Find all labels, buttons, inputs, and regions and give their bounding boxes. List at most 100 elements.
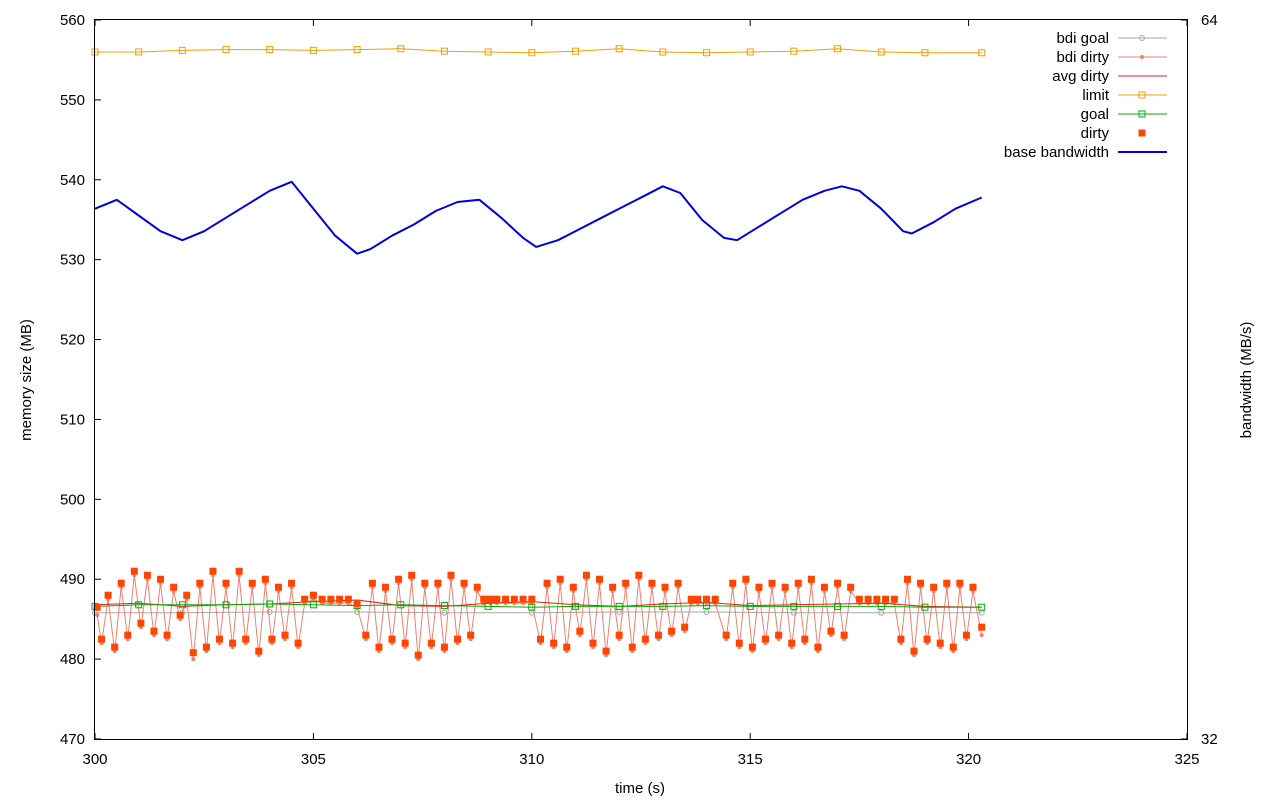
data-point-limit	[877, 48, 885, 56]
y2-axis-label: bandwidth (MB/s)	[1238, 322, 1255, 439]
legend-marker-goal	[1138, 110, 1146, 118]
data-point-goal	[528, 603, 536, 611]
data-point-dirty	[268, 635, 276, 643]
data-point-goal	[484, 602, 492, 610]
data-point-goal	[978, 603, 986, 611]
data-point-goal	[615, 602, 623, 610]
data-point-dirty	[641, 635, 649, 643]
data-point-dirty	[654, 631, 662, 639]
y-tick-label: 520	[60, 332, 85, 349]
data-point-limit	[222, 46, 230, 54]
y-tick-label: 470	[60, 731, 85, 748]
x-tick-label: 315	[738, 751, 763, 768]
series-base-bandwidth	[94, 180, 983, 255]
data-point-bdi-goal	[441, 609, 448, 616]
legend-label-goal: goal	[1081, 106, 1109, 123]
data-point-dirty	[930, 583, 938, 591]
data-point-dirty	[748, 643, 756, 651]
data-point-dirty	[807, 575, 815, 583]
y2-tick-label: 64	[1201, 12, 1218, 29]
x-tick-label: 305	[301, 751, 326, 768]
series-layer	[91, 45, 986, 662]
data-point-dirty	[949, 643, 957, 651]
data-point-dirty	[480, 595, 488, 603]
data-point-dirty	[309, 591, 317, 599]
legend-label-bdi-dirty: bdi dirty	[1056, 49, 1109, 66]
data-point-dirty	[124, 631, 132, 639]
data-point-dirty	[235, 567, 243, 575]
x-tick-label: 325	[1174, 751, 1199, 768]
legend-label-avg-dirty: avg dirty	[1052, 68, 1109, 85]
data-point-dirty	[735, 639, 743, 647]
data-point-dirty	[622, 579, 630, 587]
data-point-dirty	[694, 595, 702, 603]
data-point-dirty	[318, 595, 326, 603]
data-point-bdi-dirty	[979, 633, 984, 638]
data-point-dirty	[288, 579, 296, 587]
legend-label-limit: limit	[1082, 87, 1109, 104]
data-point-dirty	[711, 595, 719, 603]
data-point-dirty	[820, 583, 828, 591]
series-line-goal	[94, 603, 982, 608]
data-point-dirty	[274, 583, 282, 591]
data-point-dirty	[962, 631, 970, 639]
data-point-dirty	[834, 579, 842, 587]
data-point-limit	[353, 46, 361, 54]
y-tick-label: 550	[60, 92, 85, 109]
data-point-dirty	[775, 631, 783, 639]
data-point-bdi-goal	[703, 608, 710, 615]
data-point-dirty	[202, 643, 210, 651]
data-point-dirty	[368, 579, 376, 587]
data-point-bdi-goal	[878, 609, 885, 616]
data-point-goal	[178, 601, 186, 609]
data-point-goal	[222, 601, 230, 609]
data-point-dirty	[910, 647, 918, 655]
data-point-bdi-goal	[354, 608, 361, 615]
legend-label-base-bandwidth: base bandwidth	[1004, 144, 1109, 161]
data-point-dirty	[157, 575, 165, 583]
data-point-dirty	[401, 639, 409, 647]
data-point-bdi-dirty	[95, 613, 100, 618]
data-point-dirty	[681, 623, 689, 631]
data-point-limit	[266, 46, 274, 54]
data-point-dirty	[493, 595, 501, 603]
series-line-base-bandwidth	[94, 180, 983, 255]
data-point-goal	[397, 601, 405, 609]
data-point-dirty	[978, 623, 986, 631]
data-point-dirty	[827, 627, 835, 635]
data-point-dirty	[215, 635, 223, 643]
data-point-dirty	[648, 579, 656, 587]
data-point-dirty	[537, 635, 545, 643]
data-point-dirty	[427, 639, 435, 647]
data-point-dirty	[502, 595, 510, 603]
legend-marker-bdi-goal	[1139, 35, 1145, 41]
data-point-dirty	[781, 583, 789, 591]
data-point-dirty	[703, 595, 711, 603]
data-point-dirty	[229, 639, 237, 647]
data-point-dirty	[543, 579, 551, 587]
x-tick-label: 320	[956, 751, 981, 768]
data-point-dirty	[840, 631, 848, 639]
data-point-dirty	[447, 571, 455, 579]
data-point-dirty	[882, 595, 890, 603]
data-point-dirty	[847, 583, 855, 591]
data-point-limit	[703, 49, 711, 57]
data-point-dirty	[143, 571, 151, 579]
y-tick-label: 490	[60, 571, 85, 588]
y-tick-label: 540	[60, 172, 85, 189]
data-point-limit	[135, 48, 143, 56]
data-point-dirty	[222, 579, 230, 587]
data-point-dirty	[596, 575, 604, 583]
data-point-dirty	[294, 639, 302, 647]
y-tick-label: 480	[60, 651, 85, 668]
data-point-limit	[746, 48, 754, 56]
data-point-dirty	[864, 595, 872, 603]
legend-marker-limit	[1138, 91, 1146, 99]
data-point-goal	[790, 602, 798, 610]
data-point-limit	[615, 45, 623, 53]
data-point-dirty	[801, 635, 809, 643]
data-point-limit	[484, 48, 492, 56]
data-point-dirty	[589, 639, 597, 647]
data-point-dirty	[923, 635, 931, 643]
